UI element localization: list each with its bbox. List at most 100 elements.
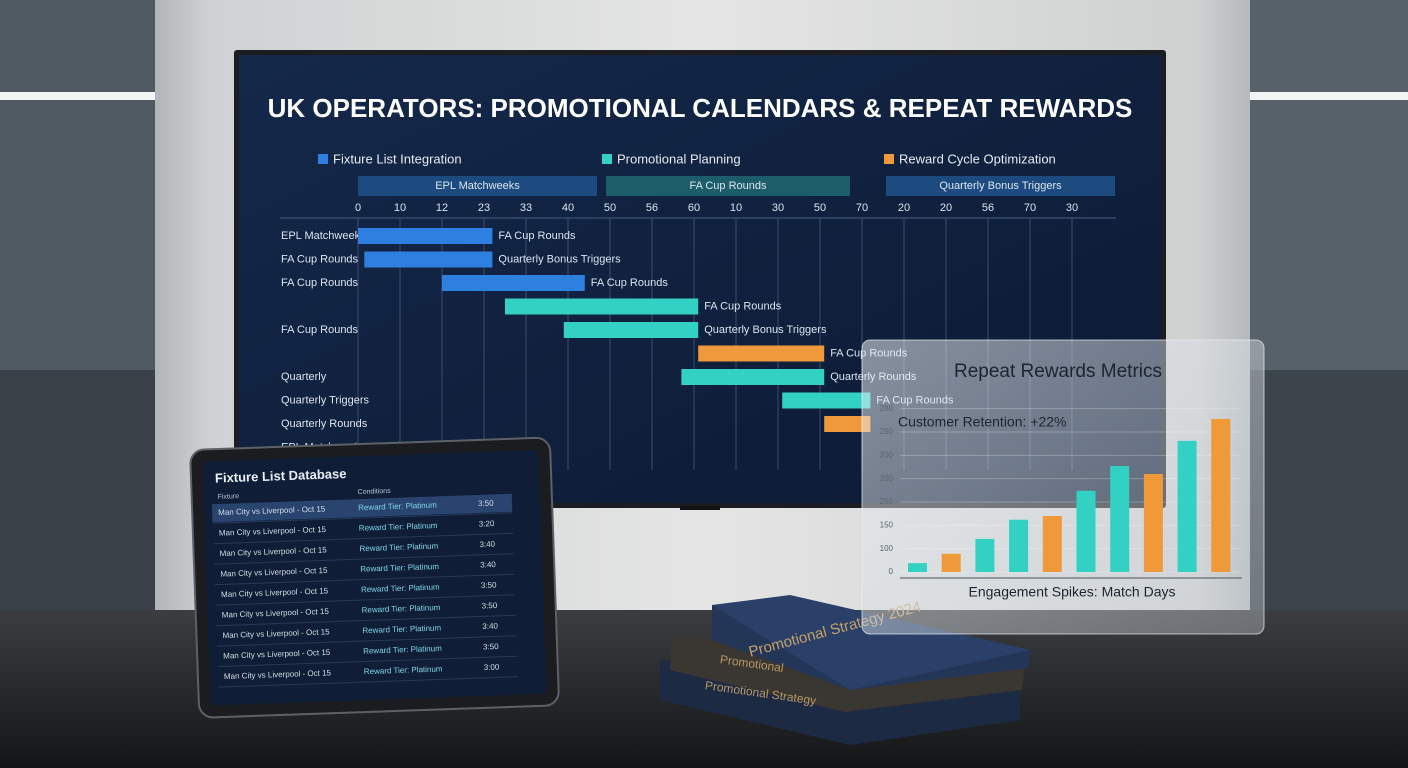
bar: [1009, 519, 1029, 572]
tablet: Fixture List Database Fixture Conditions Ma…: [189, 436, 560, 719]
phase-header: [606, 176, 850, 196]
gantt-bar: [782, 392, 871, 409]
bar: [1177, 440, 1197, 572]
y-tick-label: 200: [880, 450, 894, 459]
row-label: EPL Matchweeks: [281, 230, 366, 242]
x-tick-label: 56: [982, 202, 994, 214]
bar: [1143, 474, 1163, 572]
row-highlight: [211, 493, 513, 523]
x-tick-label: 23: [478, 202, 490, 214]
row-divider: [217, 655, 518, 668]
table-cell: 3:20: [479, 519, 495, 529]
bar-chart: Repeat Rewards Metrics 0 100 150 250 200 200 25…: [880, 361, 1242, 600]
x-tick-label: 70: [1024, 202, 1036, 214]
y-tick-label: 100: [880, 544, 894, 553]
gantt-bar: [824, 416, 871, 432]
x-tick-label: 50: [814, 202, 826, 214]
row-divider: [218, 676, 519, 688]
x-tick-label: 40: [562, 202, 574, 214]
row-label: FA Cup Rounds: [281, 253, 359, 265]
office-furniture: [0, 370, 155, 610]
y-tick-label: 200: [880, 474, 894, 483]
tablet-content: Fixture List Database Fixture Conditions Ma…: [211, 466, 519, 688]
table-cell: 3:50: [483, 642, 499, 652]
legend-label: Reward Cycle Optimization: [899, 151, 1056, 166]
row-label: FA Cup Rounds: [281, 277, 359, 289]
tablet-title: Fixture List Database: [215, 466, 347, 486]
x-tick-label: 60: [688, 202, 700, 214]
ceiling-light: [1250, 92, 1408, 100]
bar: [941, 553, 961, 572]
x-tick-label: 56: [646, 202, 658, 214]
chart-title: UK OPERATORS: PROMOTIONAL CALENDARS & RE…: [268, 93, 1133, 123]
table-cell: 3:00: [484, 662, 500, 672]
table-cell: Reward Tier: Platinum: [361, 582, 440, 594]
annotation: Customer Retention: +22%: [898, 414, 1066, 430]
glass-panel: [861, 339, 1265, 635]
table-cell: Man City vs Liverpool - Oct 15: [220, 566, 328, 579]
chart-title: Repeat Rewards Metrics: [954, 361, 1162, 382]
table-cell: Reward Tier: Platinum: [363, 644, 442, 656]
bar: [908, 563, 927, 572]
row-divider: [212, 512, 513, 524]
row-label: Quarterly Rounds: [281, 418, 368, 430]
row-divider: [213, 532, 514, 545]
bar-label: FA Cup Rounds: [591, 277, 669, 289]
row-divider: [215, 594, 516, 606]
table-cell: 3:40: [479, 540, 495, 550]
bar: [1042, 516, 1062, 572]
phase-header: [886, 176, 1115, 196]
phase-label: FA Cup Rounds: [689, 180, 767, 192]
office-furniture: [1250, 370, 1408, 610]
table-cell: 3:40: [480, 560, 496, 570]
gantt-bar: [505, 298, 699, 315]
row-label: Quarterly: [281, 371, 327, 383]
phase-label: EPL Matchweeks: [435, 180, 520, 192]
table-cell: Reward Tier: Platinum: [358, 501, 437, 513]
x-tick-label: 50: [604, 202, 616, 214]
book-cover: [712, 595, 1030, 690]
row-label: Quarterly Triggers: [281, 394, 370, 406]
y-tick-label: 150: [880, 520, 894, 529]
table-header: Conditions: [357, 488, 391, 496]
bar: [1211, 418, 1231, 572]
bar: [1076, 490, 1096, 572]
table-cell: Man City vs Liverpool - Oct 15: [219, 545, 327, 558]
legend-label: Promotional Planning: [617, 151, 741, 166]
y-tick-label: 250: [880, 427, 894, 436]
table-cell: Reward Tier: Platinum: [362, 623, 441, 635]
legend-swatch: [318, 154, 328, 164]
gantt-bar: [681, 369, 825, 385]
bar-label: Quarterly Bonus Triggers: [498, 253, 621, 265]
x-tick-label: 33: [520, 202, 532, 214]
table-cell: Man City vs Liverpool - Oct 15: [218, 504, 326, 517]
bar: [975, 538, 995, 572]
books: [660, 595, 1030, 745]
x-tick-label: 70: [856, 202, 868, 214]
gantt-bar: [563, 322, 699, 338]
x-tick-label: 20: [940, 202, 952, 214]
gantt-bar: [358, 228, 493, 244]
legend-swatch: [884, 154, 894, 164]
x-tick-label: 30: [772, 202, 784, 214]
row-divider: [214, 573, 515, 586]
bar-label: FA Cup Rounds: [704, 300, 782, 312]
table-header: Fixture: [218, 493, 240, 501]
row-divider: [213, 553, 514, 565]
gantt-bar: [442, 275, 585, 291]
legend-label: Fixture List Integration: [333, 151, 462, 166]
table-cell: Man City vs Liverpool - Oct 15: [219, 525, 327, 538]
ceiling-light: [0, 92, 155, 100]
table-cell: Reward Tier: Platinum: [359, 521, 438, 533]
table-cell: Man City vs Liverpool - Oct 15: [223, 648, 331, 661]
y-tick-label: 280: [880, 404, 894, 413]
phase-label: Quarterly Bonus Triggers: [939, 180, 1062, 192]
bar-label: FA Cup Rounds: [498, 230, 576, 242]
table-cell: Reward Tier: Platinum: [359, 541, 438, 553]
gantt-bar: [364, 251, 493, 268]
x-tick-label: 12: [436, 202, 448, 214]
table-cell: Reward Tier: Platinum: [360, 562, 439, 574]
row-divider: [216, 614, 516, 627]
legend-swatch: [602, 154, 612, 164]
